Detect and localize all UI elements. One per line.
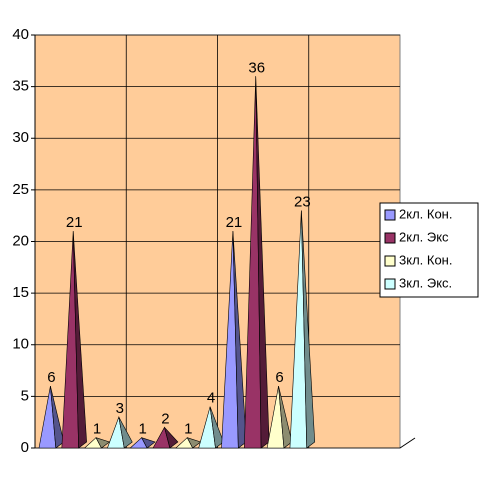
data-label: 1 <box>138 421 146 438</box>
pyramid-side <box>186 437 202 449</box>
y-tick-label: 35 <box>12 78 29 95</box>
data-label: 2 <box>161 410 169 427</box>
legend-label: 2кл. Экс <box>399 229 449 244</box>
y-tick-label: 10 <box>12 336 29 353</box>
legend-label: 2кл. Кон. <box>399 206 452 221</box>
pyramid-side <box>232 231 247 449</box>
data-label: 3 <box>116 400 124 417</box>
data-label: 4 <box>207 390 215 407</box>
data-label: 21 <box>66 214 83 231</box>
legend-label: 3кл. Экс. <box>399 275 452 290</box>
data-label: 6 <box>47 369 55 386</box>
legend-swatch <box>384 232 396 244</box>
floor-edge <box>399 437 416 449</box>
legend-box <box>379 202 479 298</box>
legend-label: 3кл. Кон. <box>399 252 452 267</box>
pyramid-side <box>164 427 179 449</box>
pyramid-side <box>255 76 270 449</box>
legend: 2кл. Кон. 2кл. Экс 3кл. Кон. 3кл. Экс. <box>379 202 479 298</box>
data-label: 23 <box>294 193 311 210</box>
pyramid-side <box>278 385 293 449</box>
pyramid-side <box>301 210 316 449</box>
y-tick-label: 0 <box>21 439 29 456</box>
y-tick-label: 40 <box>12 26 29 43</box>
data-label: 1 <box>184 421 192 438</box>
data-label: 36 <box>248 59 265 76</box>
pyramid-side <box>50 385 65 449</box>
legend-swatch <box>384 209 396 221</box>
pyramid-side <box>72 231 87 449</box>
data-label: 1 <box>93 421 101 438</box>
legend-swatch <box>384 278 396 290</box>
pyramid-side <box>209 406 224 449</box>
y-tick-label: 30 <box>12 129 29 146</box>
legend-swatch <box>384 255 396 267</box>
y-tick-label: 20 <box>12 232 29 249</box>
pyramid-side <box>118 416 133 449</box>
data-label: 21 <box>226 214 243 231</box>
data-label: 6 <box>275 369 283 386</box>
pyramid-side <box>141 437 156 449</box>
y-tick-label: 5 <box>21 387 29 404</box>
y-tick-label: 25 <box>12 181 29 198</box>
pyramid-side <box>95 437 111 449</box>
y-tick-label: 15 <box>12 284 29 301</box>
